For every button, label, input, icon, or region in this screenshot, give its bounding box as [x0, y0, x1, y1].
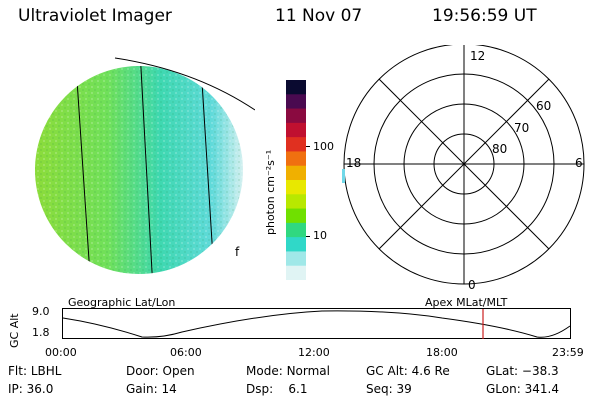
info-gain: Gain: 14 — [126, 382, 177, 396]
lat-label-80: 80 — [492, 142, 507, 156]
colorbar-tick-100 — [306, 146, 310, 147]
timeline-frame — [62, 308, 571, 339]
timeline-axis-label: GC Alt — [8, 313, 21, 348]
info-glat: GLat: −38.3 — [486, 364, 559, 378]
colorbar-unit-label: photon cm⁻²s⁻¹ — [264, 149, 277, 235]
info-dsp: Dsp: 6.1 — [246, 382, 308, 396]
altitude-curve — [62, 310, 571, 338]
colorbar-band — [286, 108, 306, 124]
timeline-xtick-0: 00:00 — [45, 346, 77, 359]
mlt-label-top: 12 — [470, 49, 485, 63]
earth-uv-image: f — [35, 57, 255, 274]
info-door: Door: Open — [126, 364, 195, 378]
colorbar-gradient — [286, 80, 306, 281]
polar-mlt-plot: 12 6 0 18 60 70 80 — [342, 45, 585, 292]
latitude-grid-line — [114, 57, 255, 111]
mlt-label-left: 18 — [346, 156, 361, 170]
timeline-xtick-3: 18:00 — [426, 346, 458, 359]
partial-grid-label: f — [235, 245, 240, 259]
colorbar-band — [286, 122, 306, 138]
colorbar-band — [286, 94, 306, 110]
info-seq: Seq: 39 — [366, 382, 412, 396]
colorbar-band — [286, 237, 306, 252]
colorbar-band — [286, 180, 306, 195]
observation-time: 19:56:59 UT — [432, 6, 537, 26]
colorbar-band — [286, 208, 306, 224]
colorbar-band — [286, 151, 306, 167]
colorbar-band — [286, 194, 306, 210]
timeline-xtick-4: 23:59 — [552, 346, 584, 359]
timeline-left-title: Geographic Lat/Lon — [68, 296, 176, 309]
colorbar-band — [286, 80, 306, 95]
observation-date: 11 Nov 07 — [275, 6, 363, 26]
lat-label-60: 60 — [536, 99, 551, 113]
info-flt: Flt: LBHL — [8, 364, 62, 378]
timeline-xtick-2: 12:00 — [298, 346, 330, 359]
polar-edge-data — [342, 169, 345, 183]
mlt-label-bottom: 0 — [468, 278, 476, 292]
info-ip: IP: 36.0 — [8, 382, 54, 396]
lat-label-70: 70 — [514, 121, 529, 135]
colorbar-band — [286, 222, 306, 238]
colorbar-band — [286, 165, 306, 181]
colorbar-band — [286, 251, 306, 267]
colorbar-band — [286, 137, 306, 152]
info-mode: Mode: Normal — [246, 364, 330, 378]
timeline-plot — [62, 308, 571, 339]
timeline-xtick-1: 06:00 — [170, 346, 202, 359]
info-gc-alt: GC Alt: 4.6 Re — [366, 364, 450, 378]
colorbar — [286, 80, 306, 281]
timeline-ytick-top: 9.0 — [32, 305, 50, 318]
colorbar-band — [286, 265, 306, 281]
instrument-title: Ultraviolet Imager — [18, 6, 172, 26]
mlt-label-right: 6 — [575, 156, 583, 170]
timeline-right-title: Apex MLat/MLT — [425, 296, 508, 309]
polar-diagonal-2 — [378, 78, 550, 250]
info-glon: GLon: 341.4 — [486, 382, 559, 396]
colorbar-tick-label-10: 10 — [313, 229, 327, 242]
colorbar-tick-10 — [306, 236, 310, 237]
colorbar-tick-label-100: 100 — [313, 140, 334, 153]
timeline-ytick-bottom: 1.8 — [32, 326, 50, 339]
